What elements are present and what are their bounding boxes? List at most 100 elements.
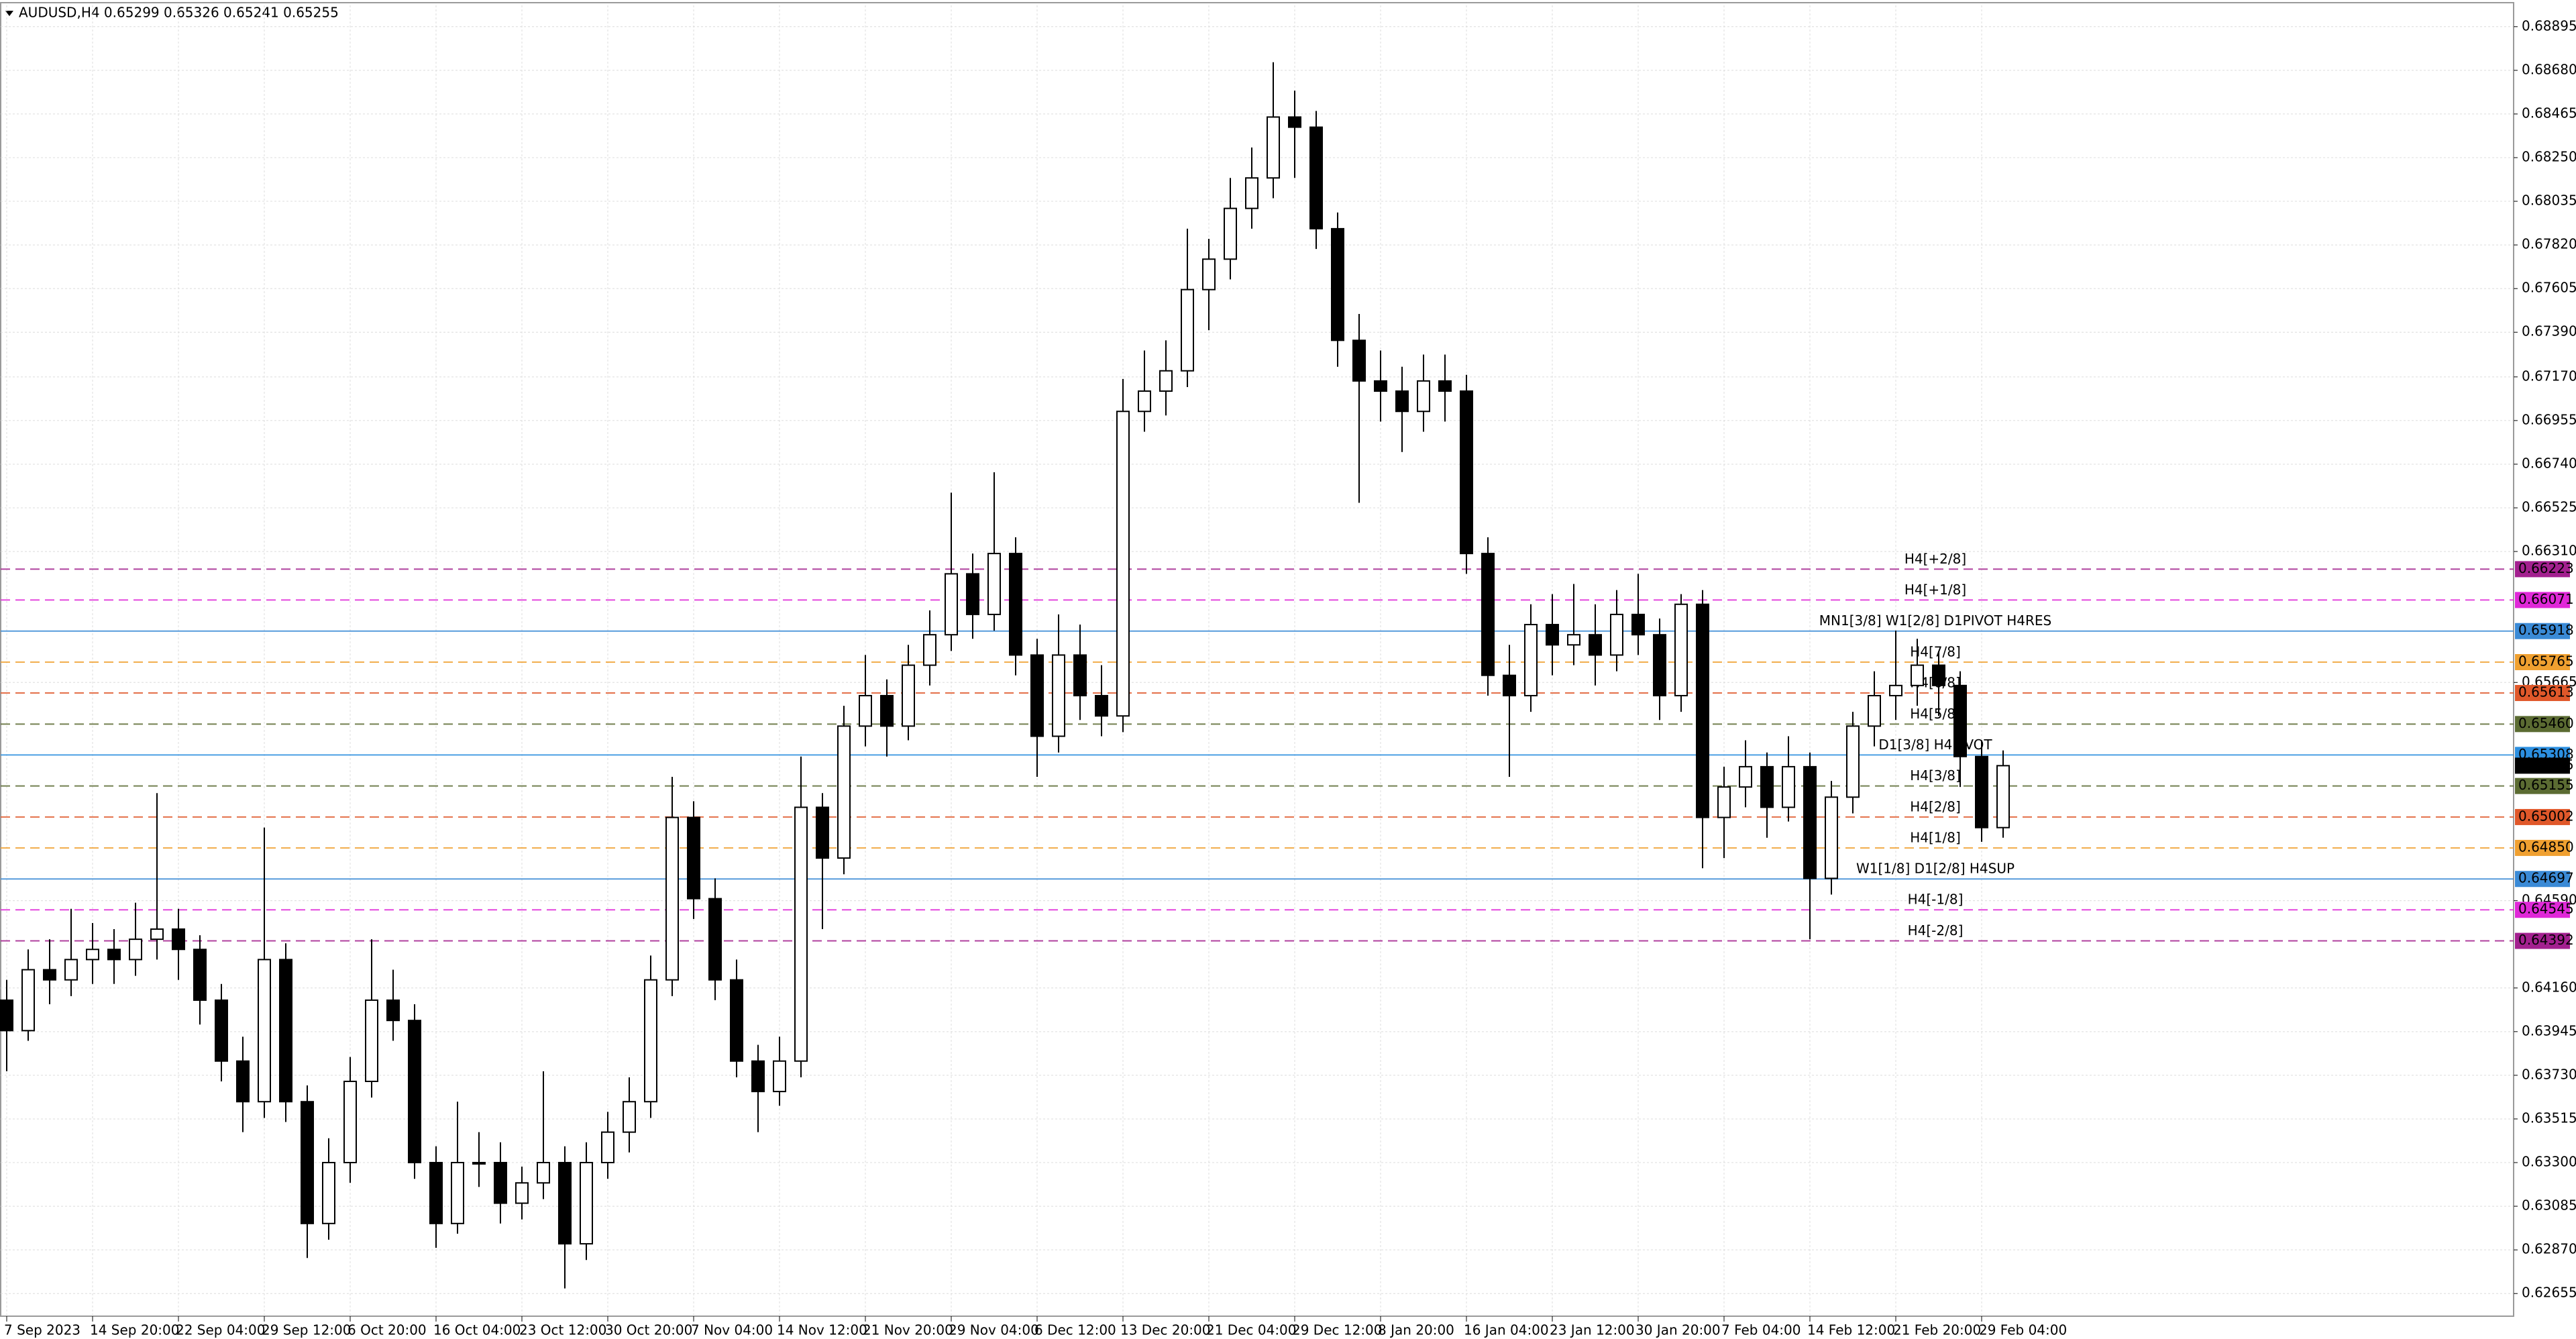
y-tick-label: 0.66955 <box>2522 411 2576 427</box>
candle-body <box>1653 634 1666 696</box>
current-price-label: 0.65255 <box>2518 757 2574 773</box>
level-tag: 0.65613 <box>2518 684 2574 700</box>
candle-body <box>1953 684 1967 757</box>
y-tick-label: 0.63085 <box>2522 1197 2576 1214</box>
candle-body <box>21 969 35 1032</box>
level-tag-box <box>2515 623 2570 639</box>
candle-body <box>1417 380 1430 413</box>
candle-body <box>1288 116 1301 128</box>
y-tick-label: 0.64160 <box>2522 979 2576 995</box>
candle-body <box>1610 613 1623 656</box>
level-tag: 0.66223 <box>2518 560 2574 576</box>
candle-body <box>880 694 894 727</box>
candle-body <box>1739 765 1752 788</box>
level-tag-box <box>2515 932 2570 949</box>
candle-body <box>708 898 722 981</box>
level-tag-box <box>2515 778 2570 794</box>
candle-body <box>859 694 872 727</box>
candle-body <box>537 1162 550 1184</box>
level-tag: 0.64545 <box>2518 901 2574 917</box>
level-label: H4[3/8] <box>1910 767 1961 784</box>
candle-body <box>1052 654 1065 737</box>
x-tick-label: 23 Jan 12:00 <box>1550 1322 1635 1338</box>
level-tag-box <box>2515 808 2570 825</box>
candle-body <box>730 979 743 1062</box>
candle-body <box>1224 207 1237 260</box>
y-tick-label: 0.66310 <box>2522 543 2576 559</box>
candle-body <box>644 979 657 1103</box>
candle-body <box>687 816 700 900</box>
candle-body <box>1374 380 1387 392</box>
y-tick-label: 0.62870 <box>2522 1241 2576 1257</box>
candle-body <box>1717 786 1731 818</box>
candle-body <box>1073 654 1087 696</box>
candle-body <box>515 1182 529 1204</box>
candle-body <box>64 959 78 981</box>
y-tick-label: 0.68250 <box>2522 148 2576 164</box>
level-label: H4[-1/8] <box>1908 892 1964 908</box>
candle-body <box>1331 227 1344 341</box>
x-tick-label: 23 Oct 12:00 <box>519 1322 606 1338</box>
x-tick-label: 14 Feb 12:00 <box>1807 1322 1895 1338</box>
y-tick-label: 0.63300 <box>2522 1154 2576 1170</box>
candles <box>0 62 2010 1289</box>
level-tag: 0.65155 <box>2518 777 2574 793</box>
candle-body <box>1460 390 1473 555</box>
y-tick-label: 0.63515 <box>2522 1110 2576 1126</box>
level-tag: 0.65002 <box>2518 808 2574 824</box>
candle-body <box>1267 116 1280 179</box>
candle-body <box>1138 390 1151 413</box>
level-tag: 0.64392 <box>2518 932 2574 948</box>
x-tick-label: 22 Sep 04:00 <box>176 1322 266 1338</box>
x-tick-label: 7 Feb 04:00 <box>1721 1322 1801 1338</box>
candle-body <box>494 1162 507 1204</box>
x-tick-label: 30 Jan 20:00 <box>1635 1322 1721 1338</box>
candle-body <box>215 999 228 1062</box>
candle-body <box>279 959 292 1103</box>
candle-body <box>945 573 958 636</box>
level-label: H4[1/8] <box>1910 829 1961 845</box>
candle-body <box>1030 654 1044 737</box>
axes: 0.68895 0.68680 0.68465 0.68250 0.68035 0.678… <box>4 17 2576 1338</box>
candle-body <box>558 1162 572 1245</box>
x-tick-label: 7 Sep 2023 <box>4 1322 80 1338</box>
candle-body <box>1825 796 1838 879</box>
level-tag: 0.66071 <box>2518 591 2574 607</box>
level-tag-box <box>2515 685 2570 702</box>
y-tick-label: 0.68895 <box>2522 17 2576 34</box>
x-tick-label: 29 Dec 12:00 <box>1292 1322 1383 1338</box>
menu-arrow[interactable] <box>5 11 13 16</box>
level-label: H4[-2/8] <box>1908 922 1964 939</box>
level-tag-box <box>2515 871 2570 888</box>
level-label: H4[+2/8] <box>1904 551 1966 567</box>
y-tick-label: 0.67390 <box>2522 323 2576 339</box>
candle-body <box>1116 411 1130 717</box>
level-tag: 0.65765 <box>2518 653 2574 670</box>
candle-body <box>429 1162 443 1224</box>
x-tick-label: 21 Nov 20:00 <box>863 1322 953 1338</box>
y-tick-label: 0.67170 <box>2522 368 2576 384</box>
candle-body <box>193 949 207 1001</box>
candle-body <box>601 1131 614 1164</box>
x-tick-label: 16 Jan 04:00 <box>1464 1322 1549 1338</box>
x-tick-label: 21 Feb 20:00 <box>1893 1322 1981 1338</box>
candle-body <box>1524 624 1538 696</box>
level-label: W1[1/8] D1[2/8] H4SUP <box>1856 861 2015 877</box>
y-tick-label: 0.62655 <box>2522 1285 2576 1301</box>
candle-body <box>1975 755 1988 828</box>
candle-body <box>258 959 271 1103</box>
level-label: H4[2/8] <box>1910 798 1961 814</box>
candle-body <box>1567 634 1580 646</box>
y-tick-label: 0.67605 <box>2522 280 2576 296</box>
candle-body <box>1395 390 1409 413</box>
candle-body <box>343 1080 357 1164</box>
candle-body <box>365 999 378 1082</box>
candle-body <box>1159 370 1173 392</box>
level-tag: 0.65918 <box>2518 622 2574 638</box>
candle-body <box>1760 765 1774 808</box>
x-tick-label: 7 Nov 04:00 <box>691 1322 773 1338</box>
x-tick-label: 8 Jan 20:00 <box>1378 1322 1454 1338</box>
y-tick-label: 0.68035 <box>2522 193 2576 209</box>
level-label: H4[7/8] <box>1910 644 1961 660</box>
candle-body <box>322 1162 335 1224</box>
